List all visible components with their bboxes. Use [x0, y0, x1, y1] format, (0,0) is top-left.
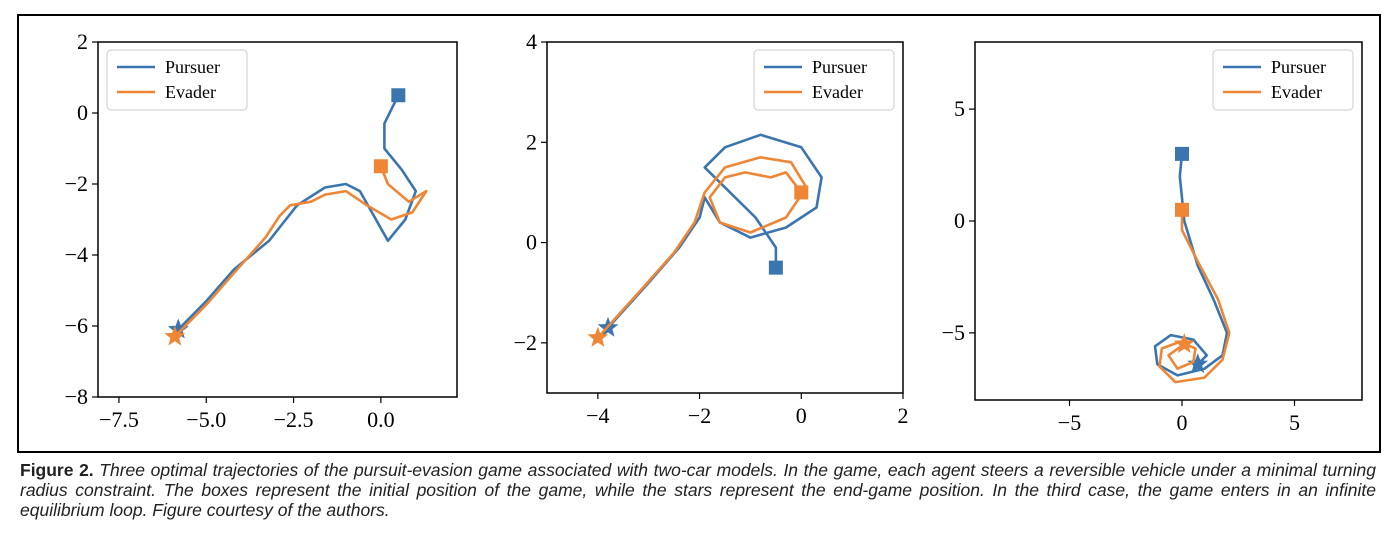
end-marker: [167, 318, 189, 339]
y-tick-label: −5: [942, 320, 965, 345]
x-tick-label: 0.0: [367, 407, 395, 432]
y-tick-label: −8: [65, 384, 88, 409]
x-tick-label: −5: [1058, 410, 1081, 435]
legend-label: Evader: [165, 82, 216, 102]
y-tick-label: −6: [65, 313, 88, 338]
trajectory: [1158, 209, 1231, 384]
y-tick-label: 4: [526, 29, 537, 54]
legend-label: Evader: [1271, 82, 1322, 102]
start-marker: [1175, 202, 1189, 217]
plot-frame: [546, 41, 904, 394]
x-tick-label: 5: [1289, 410, 1300, 435]
legend-box: [753, 49, 895, 111]
legend-box: [106, 49, 248, 111]
legend-label: Pursuer: [1271, 57, 1326, 77]
y-tick-label: 5: [954, 96, 965, 121]
figure-border: [17, 14, 1381, 453]
start-marker: [768, 260, 783, 275]
caption: Figure 2. Three optimal trajectories of …: [20, 460, 1376, 520]
start-marker: [373, 159, 388, 174]
y-tick-label: 0: [526, 230, 537, 255]
caption-label: Figure 2.: [20, 460, 94, 480]
end-marker: [587, 326, 609, 347]
trajectory: [173, 165, 428, 338]
y-tick-label: −2: [65, 171, 88, 196]
x-tick-label: −2.5: [274, 407, 314, 432]
trajectory: [607, 133, 823, 329]
plot-frame: [974, 41, 1363, 401]
x-tick-label: 0: [1177, 410, 1188, 435]
caption-text: Three optimal trajectories of the pursui…: [20, 460, 1376, 520]
y-tick-label: 2: [77, 29, 88, 54]
y-tick-label: 0: [77, 100, 88, 125]
y-tick-label: −2: [514, 330, 537, 355]
legend-box: [1212, 49, 1354, 111]
figure: −7.5 −5.0 −2.5 0.0 2 0 −2 −4 −6 −8 Pursuer Evader −4…: [17, 14, 1381, 453]
legend-label: Pursuer: [812, 57, 867, 77]
start-marker: [391, 88, 406, 103]
start-marker: [794, 185, 809, 200]
y-tick-label: 2: [526, 129, 537, 154]
x-tick-label: −5.0: [186, 407, 226, 432]
x-tick-label: −4: [586, 403, 609, 428]
trajectory: [177, 94, 418, 331]
x-tick-label: 0: [796, 403, 807, 428]
x-tick-label: −7.5: [99, 407, 139, 432]
trajectory: [596, 156, 808, 339]
y-tick-label: −4: [65, 242, 88, 267]
end-marker: [1173, 333, 1195, 353]
plot-frame: [97, 41, 458, 398]
legend-label: Evader: [812, 82, 863, 102]
x-tick-label: −2: [688, 403, 711, 428]
x-tick-label: 2: [898, 403, 909, 428]
y-tick-label: 0: [954, 208, 965, 233]
end-marker: [1187, 353, 1209, 374]
legend-label: Pursuer: [165, 57, 220, 77]
start-marker: [1175, 146, 1189, 161]
end-marker: [164, 325, 186, 346]
